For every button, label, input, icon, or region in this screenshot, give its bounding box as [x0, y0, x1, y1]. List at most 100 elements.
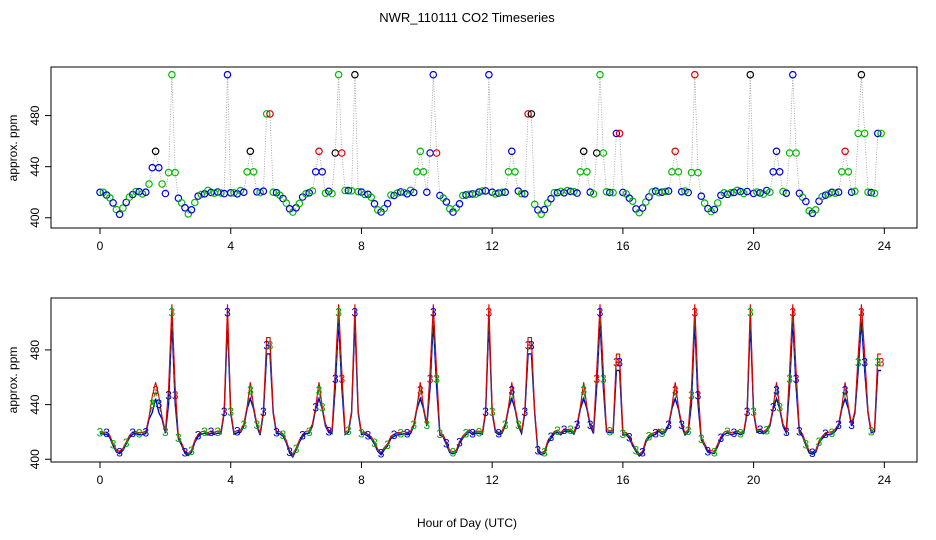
bottom-data-label: 3	[502, 418, 509, 432]
bottom-data-label: 3	[247, 383, 254, 397]
top-data-point	[432, 149, 441, 157]
bottom-data-label: 3	[404, 427, 411, 441]
bottom-data-label: 3	[463, 427, 470, 441]
top-data-point	[854, 129, 863, 138]
bottom-data-label: 3	[221, 405, 228, 419]
top-data-point	[344, 186, 353, 195]
top-data-point	[455, 200, 464, 208]
bottom-data-label: 3	[698, 432, 705, 446]
bottom-data-label: 3	[763, 423, 770, 437]
bottom-data-label: 3	[450, 446, 457, 460]
top-data-point	[596, 70, 604, 79]
bottom-data-label: 3	[476, 425, 483, 439]
top-data-point	[743, 187, 751, 196]
bottom-data-label: 3	[793, 372, 800, 386]
bottom-data-label: 3	[182, 445, 189, 459]
bottom-data-label: 3	[397, 426, 404, 440]
bottom-x-tick-label: 20	[747, 473, 761, 487]
bottom-data-label: 3	[633, 443, 640, 457]
top-data-point	[119, 204, 127, 212]
top-data-point	[527, 110, 536, 118]
top-data-point	[710, 205, 719, 214]
bottom-data-label: 3	[659, 426, 666, 440]
top-data-point	[158, 180, 166, 188]
bottom-data-label: 3	[378, 447, 385, 461]
top-data-point	[766, 188, 774, 197]
bottom-data-label: 3	[858, 306, 865, 320]
bottom-axes: 0 4 8 12 16 20 24 400 440 480	[28, 340, 891, 487]
bottom-series-lines	[99, 304, 882, 459]
bottom-data-label: 3	[240, 418, 247, 432]
bottom-data-label: 3	[371, 436, 378, 450]
top-data-point	[243, 168, 251, 176]
top-data-point	[383, 199, 392, 208]
top-data-point	[684, 188, 693, 197]
bottom-data-label: 3	[809, 446, 816, 460]
top-data-point	[259, 187, 268, 196]
top-data-point	[792, 149, 800, 157]
top-data-point	[726, 189, 735, 197]
bottom-data-label: 3	[489, 405, 496, 419]
top-data-point	[354, 187, 363, 196]
top-data-point	[308, 187, 317, 195]
bottom-data-label: 3	[580, 383, 587, 397]
top-data-point	[589, 190, 598, 198]
bottom-data-label: 3	[747, 306, 754, 320]
top-data-point	[302, 189, 310, 198]
bottom-data-label: 3	[365, 428, 372, 442]
bottom-series-line-red	[99, 304, 882, 456]
bottom-data-label: 3	[335, 306, 342, 320]
top-data-point	[217, 189, 225, 197]
bottom-data-label: 3	[822, 427, 829, 441]
bottom-data-label: 3	[299, 428, 306, 442]
bottom-xlabel: Hour of Day (UTC)	[417, 516, 517, 530]
bottom-data-label: 3	[116, 446, 123, 460]
bottom-data-label: 3	[214, 425, 221, 439]
bottom-data-label: 3	[495, 427, 502, 441]
bottom-data-label: 3	[172, 388, 179, 402]
top-data-point	[370, 200, 379, 208]
top-data-point	[537, 210, 546, 219]
bottom-data-label: 3	[391, 428, 398, 442]
top-data-point	[334, 70, 343, 79]
bottom-data-label: 3	[816, 435, 823, 449]
bottom-data-label: 3	[593, 372, 600, 386]
bottom-data-label: 3	[227, 405, 234, 419]
top-data-point	[360, 190, 369, 199]
top-data-point	[609, 188, 617, 197]
bottom-data-label: 3	[521, 405, 528, 419]
bottom-y-tick-label: 440	[28, 394, 42, 414]
bottom-data-label: 3	[691, 306, 698, 320]
top-data-point	[612, 129, 621, 138]
bottom-data-label: 3	[433, 372, 440, 386]
top-data-point	[534, 206, 542, 214]
top-data-point	[517, 189, 526, 198]
bottom-data-label: 3	[554, 424, 561, 438]
bottom-data-label: 3	[443, 436, 450, 450]
top-data-point	[782, 189, 791, 198]
top-data-point	[547, 194, 555, 203]
bottom-data-label: 3	[587, 418, 594, 432]
bottom-data-label: 3	[224, 306, 231, 320]
top-data-point	[400, 188, 408, 197]
top-data-point	[511, 168, 519, 176]
bottom-x-tick-label: 4	[227, 473, 234, 487]
top-ylabel: approx. ppm	[6, 115, 20, 182]
bottom-data-label: 3	[652, 426, 659, 440]
chart-title: NWR_110111 CO2 Timeseries	[379, 10, 555, 25]
top-data-point	[485, 70, 493, 79]
bottom-data-label: 3	[685, 424, 692, 438]
top-data-point	[524, 110, 532, 118]
top-axes: 0 4 8 12 16 20 24 400 440 480	[28, 105, 891, 253]
top-y-tick-label: 440	[28, 156, 42, 176]
bottom-data-label: 3	[613, 355, 620, 369]
top-data-point	[530, 200, 539, 209]
bottom-data-label: 3	[515, 418, 522, 432]
bottom-data-label: 3	[616, 355, 623, 369]
top-data-point	[772, 147, 781, 156]
bottom-data-label: 3	[718, 431, 725, 445]
top-data-point	[746, 70, 755, 79]
bottom-data-label: 3	[201, 425, 208, 439]
bottom-data-label: 3	[234, 425, 241, 439]
